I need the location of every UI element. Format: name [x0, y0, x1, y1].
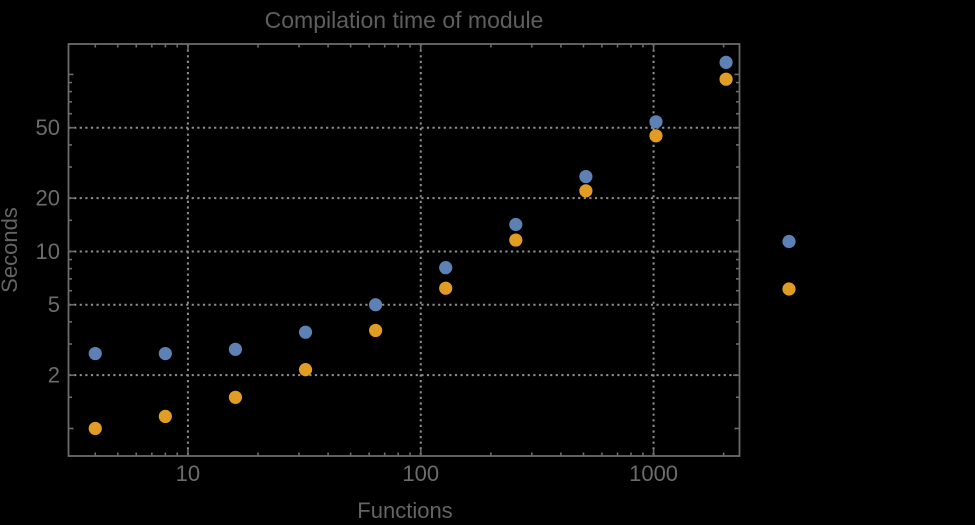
y-tick-label: 5 — [48, 292, 60, 317]
data-point-series-1-blue — [298, 325, 313, 339]
data-points — [88, 55, 733, 436]
y-tick-label: 2 — [48, 363, 60, 388]
data-point-series-2-orange — [88, 421, 102, 436]
data-point-series-1-blue — [228, 342, 243, 356]
gridlines — [68, 44, 740, 456]
plot-frame — [67, 43, 741, 457]
y-tick-label: 10 — [36, 239, 60, 264]
data-point-series-1-blue — [509, 217, 523, 232]
x-tick-label: 100 — [402, 461, 439, 486]
data-point-series-1-blue — [649, 115, 663, 129]
legend-marker-series-1-blue — [782, 234, 796, 249]
data-point-series-2-orange — [228, 390, 243, 404]
data-point-series-2-orange — [439, 281, 453, 295]
legend-marker-series-2-orange — [782, 282, 796, 296]
x-axis-label: Functions — [357, 498, 452, 523]
data-point-series-2-orange — [579, 184, 593, 198]
data-point-series-2-orange — [158, 409, 172, 424]
data-point-series-2-orange — [719, 72, 733, 86]
frame-rect — [67, 43, 741, 457]
data-point-series-1-blue — [158, 346, 172, 361]
tick-labels: 10 100 1000 2 5 10 20 50 — [36, 115, 679, 486]
data-point-series-1-blue — [369, 298, 383, 312]
y-tick-label: 50 — [36, 115, 60, 140]
data-point-series-1-blue — [719, 55, 733, 69]
y-tick-label: 20 — [36, 186, 60, 211]
chart-title: Compilation time of module — [265, 7, 544, 33]
data-point-series-1-blue — [88, 346, 102, 361]
data-point-series-1-blue — [439, 261, 453, 275]
legend-markers — [782, 234, 796, 296]
y-axis-label: Seconds — [0, 207, 22, 293]
axis-ticks — [68, 44, 740, 456]
data-point-series-2-orange — [369, 323, 383, 338]
x-tick-label: 1000 — [629, 461, 678, 486]
data-point-series-2-orange — [298, 363, 313, 377]
data-point-series-1-blue — [579, 169, 593, 184]
data-point-series-2-orange — [509, 233, 523, 247]
data-point-series-2-orange — [649, 129, 663, 143]
x-tick-label: 10 — [176, 461, 200, 486]
